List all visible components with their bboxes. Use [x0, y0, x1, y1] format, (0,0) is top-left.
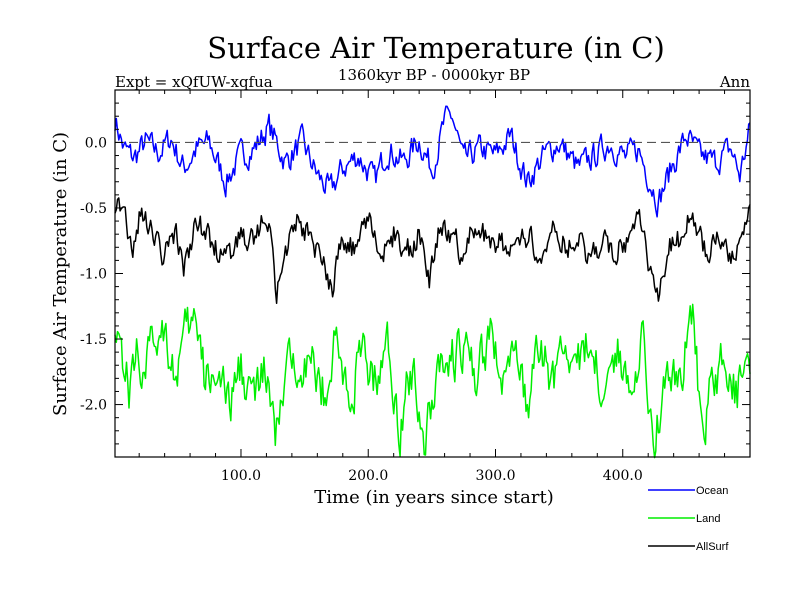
series-layer [114, 105, 751, 459]
legend: Ocean Land AllSurf [648, 485, 729, 553]
series-line-ocean [114, 105, 751, 218]
series-line-land [114, 303, 751, 459]
x-tick-label: 300.0 [475, 468, 515, 484]
axis-layer: 100.0 200.0 300.0 400.0 0.0 -0.5 -1.0 -1.5 -2.0 [80, 89, 751, 484]
y-tick-label: -0.5 [80, 201, 107, 217]
series-line-allsurf [114, 197, 751, 305]
y-tick-label: -1.5 [80, 332, 107, 348]
y-axis-label: Surface Air Temperature (in C) [50, 132, 71, 416]
x-tick-label: 100.0 [221, 468, 261, 484]
y-tick-label: -1.0 [80, 267, 107, 283]
season-label: Ann [719, 73, 750, 91]
experiment-label: Expt = xQfUW-xqfua [115, 73, 273, 91]
legend-label-land: Land [696, 513, 720, 525]
time-range-label: 1360kyr BP - 0000kyr BP [338, 66, 530, 84]
legend-label-ocean: Ocean [696, 485, 728, 497]
chart-title: Surface Air Temperature (in C) [207, 31, 665, 65]
x-tick-label: 400.0 [603, 468, 643, 484]
y-tick-label: -2.0 [80, 398, 107, 414]
x-axis-label: Time (in years since start) [314, 487, 554, 508]
y-tick-label: 0.0 [85, 135, 107, 151]
legend-label-allsurf: AllSurf [696, 541, 729, 553]
x-tick-label: 200.0 [348, 468, 388, 484]
